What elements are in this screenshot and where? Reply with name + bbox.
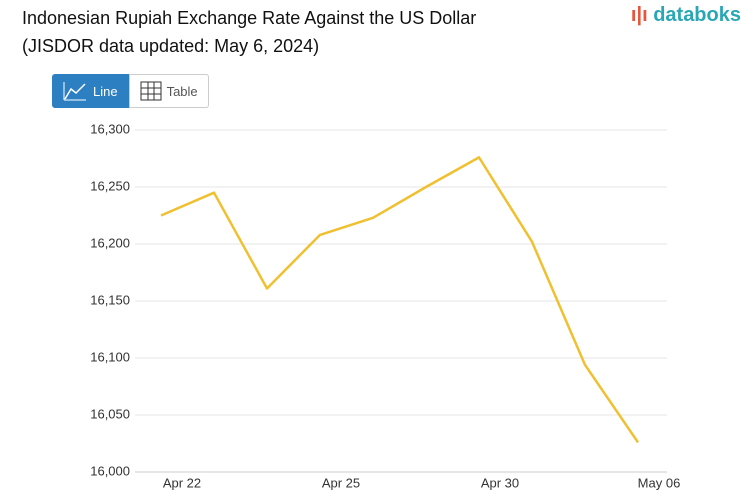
y-tick-label: 16,300 — [90, 121, 130, 136]
x-tick-label: Apr 25 — [322, 475, 360, 490]
y-tick-label: 16,100 — [90, 349, 130, 364]
table-icon — [140, 81, 162, 101]
x-tick-label: May 06 — [638, 475, 681, 490]
line-button[interactable]: Line — [52, 74, 129, 108]
line-icon — [63, 82, 86, 101]
y-tick-label: 16,150 — [90, 292, 130, 307]
y-tick-label: 16,050 — [90, 406, 130, 421]
brand: databoks — [653, 4, 741, 26]
logo: ı|ı databoks — [630, 4, 741, 26]
button-label: Line — [93, 83, 118, 99]
line-series — [160, 156, 640, 444]
table-button[interactable]: Table — [128, 74, 209, 108]
button-label: Table — [166, 83, 198, 99]
y-tick-label: 16,200 — [90, 235, 130, 250]
x-tick-label: Apr 22 — [163, 475, 201, 490]
title-line: Indonesian Rupiah Exchange Rate Against … — [22, 8, 477, 28]
y-tick-label: 16,000 — [90, 463, 130, 478]
x-tick-label: Apr 30 — [481, 475, 519, 490]
view-toggle: Line Table — [52, 74, 209, 108]
y-tick-label: 16,250 — [90, 178, 130, 193]
chart-title: Indonesian Rupiah Exchange Rate Against … — [22, 4, 476, 60]
subtitle-line: (JISDOR data updated: May 6, 2024) — [22, 36, 320, 56]
